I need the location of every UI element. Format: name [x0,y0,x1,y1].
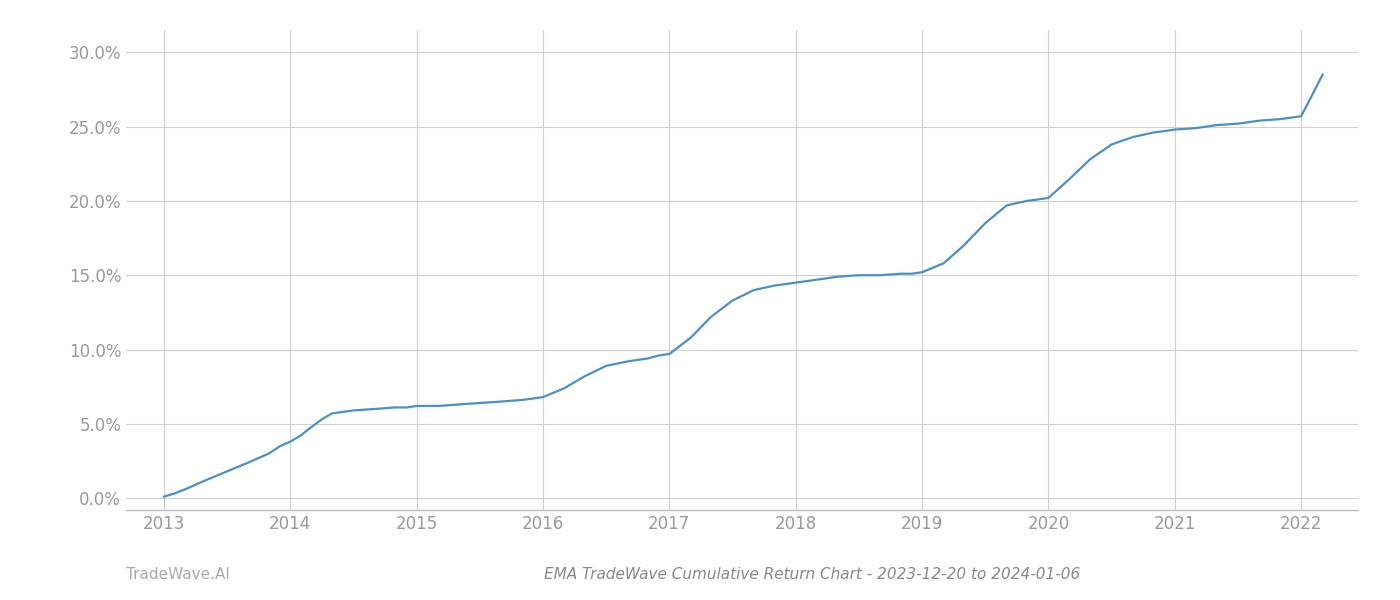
Text: EMA TradeWave Cumulative Return Chart - 2023-12-20 to 2024-01-06: EMA TradeWave Cumulative Return Chart - … [543,567,1081,582]
Text: TradeWave.AI: TradeWave.AI [126,567,230,582]
